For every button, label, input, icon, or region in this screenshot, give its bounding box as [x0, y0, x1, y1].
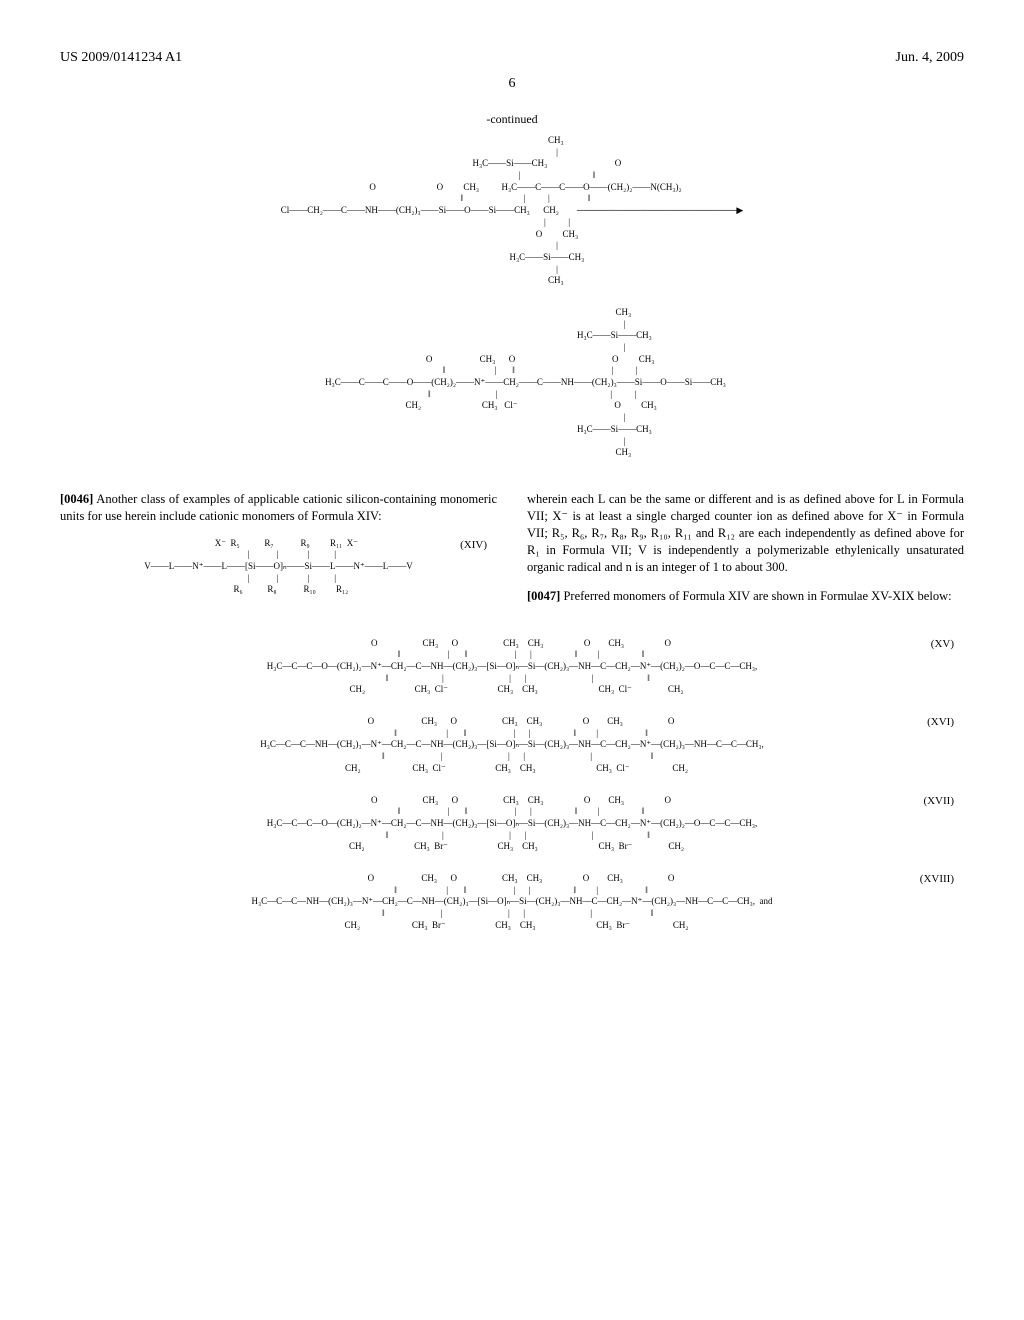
chem-structure-xvii: O CH₃ O CH₃ CH₃ O CH₃ O ‖ | ‖ | | ‖ — [60, 795, 964, 853]
chem-structure-reagents: CH₃ | H₃C——Si——CH₃ O | ‖ — [60, 135, 964, 287]
formula-label-xv: (XV) — [931, 638, 954, 650]
continued-label: -continued — [60, 112, 964, 127]
patent-number: US 2009/0141234 A1 — [60, 50, 182, 66]
formula-xv-row: (XV) O CH₃ O CH₃ CH₃ O CH₃ O ‖ | ‖ | | — [60, 638, 964, 696]
patent-page: US 2009/0141234 A1 Jun. 4, 2009 6 -conti… — [0, 0, 1024, 1001]
patent-date: Jun. 4, 2009 — [896, 50, 964, 66]
formula-xvi-row: (XVI) O CH₃ O CH₃ CH₃ O CH₃ O ‖ | ‖ | — [60, 716, 964, 774]
para-num-0047: [0047] — [527, 589, 560, 603]
chem-structure-product: CH₃ | H₃C — [60, 307, 964, 459]
chem-structure-xviii: O CH₃ O CH₃ CH₃ O CH₃ O ‖ | ‖ | | — [60, 873, 964, 931]
para-text-0046: Another class of examples of applicable … — [60, 492, 497, 523]
reaction-scheme-product: CH₃ | H₃C — [60, 307, 964, 459]
chem-structure-xv: O CH₃ O CH₃ CH₃ O CH₃ O ‖ | ‖ | | ‖ — [60, 638, 964, 696]
formula-label-xvii: (XVII) — [923, 795, 954, 807]
chem-structure-xiv: X⁻ R₅ R₇ R₉ R₁₁ X⁻ | | | | V——L——N⁺——L——… — [60, 538, 497, 596]
chem-structure-xvi: O CH₃ O CH₃ CH₃ O CH₃ O ‖ | ‖ | | — [60, 716, 964, 774]
formula-label-xvi: (XVI) — [927, 716, 954, 728]
right-column: wherein each L can be the same or differ… — [527, 479, 964, 618]
para-text-0047: Preferred monomers of Formula XIV are sh… — [560, 589, 951, 603]
para-num-0046: [0046] — [60, 492, 93, 506]
formula-xiv-row: (XIV) X⁻ R₅ R₇ R₉ R₁₁ X⁻ | | | | V——L——N… — [60, 538, 497, 596]
paragraph-0046-right: wherein each L can be the same or differ… — [527, 491, 964, 575]
left-column: [0046] Another class of examples of appl… — [60, 479, 497, 618]
formula-label-xiv: (XIV) — [460, 538, 487, 553]
formula-label-xviii: (XVIII) — [920, 873, 954, 885]
page-header: US 2009/0141234 A1 Jun. 4, 2009 — [60, 50, 964, 66]
page-number: 6 — [60, 76, 964, 92]
reaction-scheme-top: CH₃ | H₃C——Si——CH₃ O | ‖ — [60, 135, 964, 287]
formula-xviii-row: (XVIII) O CH₃ O CH₃ CH₃ O CH₃ O ‖ | ‖ | — [60, 873, 964, 931]
two-column-section: [0046] Another class of examples of appl… — [60, 479, 964, 618]
formula-xvii-row: (XVII) O CH₃ O CH₃ CH₃ O CH₃ O ‖ | ‖ | | — [60, 795, 964, 853]
paragraph-0046: [0046] Another class of examples of appl… — [60, 491, 497, 525]
paragraph-0047: [0047] Preferred monomers of Formula XIV… — [527, 588, 964, 605]
